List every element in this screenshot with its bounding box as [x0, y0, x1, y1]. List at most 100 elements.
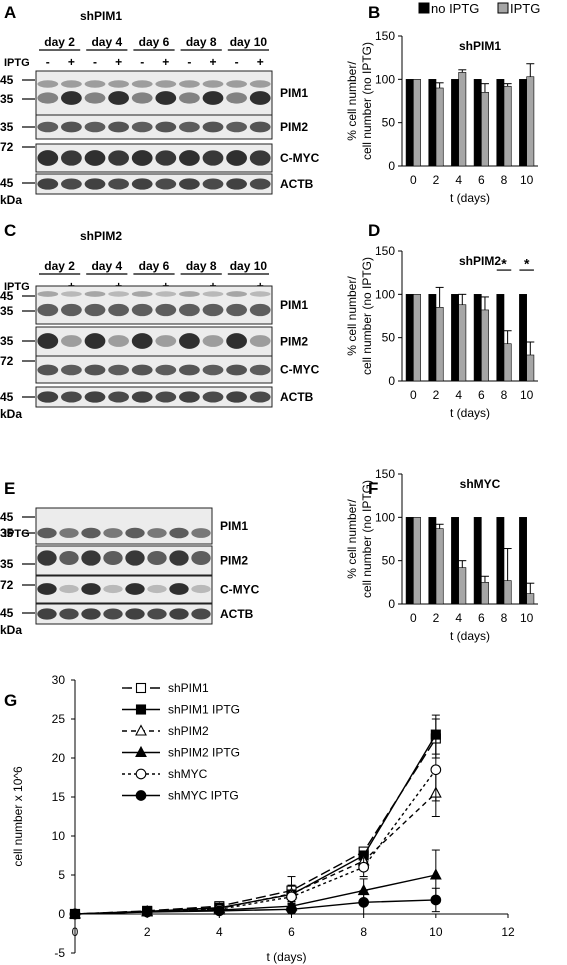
kda-marker: 72 [0, 354, 14, 368]
x-tick-label: 4 [455, 173, 462, 187]
x-tick-label: 10 [429, 925, 443, 939]
band [155, 291, 177, 297]
bar [428, 294, 437, 382]
panel-letter: G [4, 691, 17, 710]
legend-marker [135, 745, 147, 758]
bar [519, 79, 527, 167]
legend-marker [135, 704, 147, 715]
band [131, 291, 153, 297]
panel-letter: B [368, 3, 380, 22]
iptg-sign: + [68, 55, 75, 69]
band [155, 150, 177, 166]
construct-label: shPIM1 [80, 9, 122, 23]
band [169, 583, 189, 595]
bar [519, 517, 527, 605]
band [108, 91, 129, 105]
bar-legend: no IPTG IPTG [418, 1, 540, 16]
band [169, 550, 189, 566]
band [81, 550, 101, 566]
data-point [286, 903, 297, 915]
band [226, 333, 247, 349]
y-axis-label: % cell number/ [345, 276, 359, 356]
blot-row: PIM2 [35, 114, 308, 140]
band [103, 550, 123, 566]
day-label: day 10 [230, 35, 268, 49]
legend-label: shPIM1 IPTG [168, 703, 240, 717]
bar [435, 307, 444, 382]
blot-membrane [35, 603, 213, 625]
x-tick-label: 0 [72, 925, 79, 939]
band [61, 150, 82, 166]
y-axis-label: % cell number/ [345, 61, 359, 141]
y-axis-label: cell number (no IPTG) [360, 257, 374, 375]
band [59, 584, 79, 594]
bar [458, 567, 467, 605]
band [84, 121, 106, 133]
band [81, 527, 101, 539]
band [125, 608, 145, 620]
band [226, 92, 247, 104]
bar [473, 517, 482, 605]
protein-label: ACTB [280, 177, 314, 191]
bar [435, 528, 444, 605]
day-label: day 10 [230, 259, 268, 273]
band [61, 91, 82, 105]
bar [451, 517, 459, 605]
data-point [69, 908, 81, 920]
protein-label: ACTB [220, 607, 254, 621]
legend-label: shMYC [168, 767, 208, 781]
band [37, 583, 57, 595]
band [37, 80, 59, 88]
legend-label-iptg: IPTG [510, 1, 540, 16]
band [81, 608, 101, 620]
data-point [358, 896, 370, 908]
band [169, 608, 189, 620]
band [191, 550, 211, 566]
x-axis-label: t (days) [450, 191, 490, 205]
protein-label: PIM2 [280, 335, 308, 349]
protein-label: PIM2 [220, 554, 248, 568]
x-tick-label: 6 [288, 925, 295, 939]
band [202, 364, 224, 376]
kda-marker: 45 [0, 606, 14, 620]
legend-swatch-iptg [497, 2, 509, 14]
chart-title: shPIM2 [459, 254, 501, 268]
bar [503, 85, 512, 167]
y-tick-label: 100 [375, 72, 395, 86]
y-tick-label: 50 [382, 331, 396, 345]
x-tick-label: 10 [520, 611, 534, 625]
iptg-sign: - [140, 55, 144, 69]
legend-label: shPIM2 [168, 724, 209, 738]
bar [405, 79, 414, 167]
protein-label: C-MYC [280, 151, 320, 165]
band [37, 550, 57, 566]
band [61, 121, 82, 133]
band [131, 80, 153, 88]
band [147, 528, 167, 538]
y-tick-label: 25 [52, 712, 66, 726]
x-tick-label: 2 [433, 173, 440, 187]
panel-letter: D [368, 221, 380, 240]
y-axis-label: cell number x 10^6 [11, 766, 25, 867]
band [249, 91, 271, 105]
band [191, 528, 211, 538]
x-tick-label: 8 [501, 388, 508, 402]
band [61, 303, 82, 317]
y-tick-label: 5 [58, 868, 65, 882]
bar [458, 72, 467, 167]
kda-marker: 72 [0, 140, 14, 154]
kda-label: kDa [0, 193, 22, 207]
band [125, 550, 145, 566]
chart-title: shMYC [460, 477, 501, 491]
band [61, 335, 82, 347]
band [61, 178, 82, 190]
x-tick-label: 0 [410, 388, 417, 402]
band [131, 178, 153, 190]
iptg-sign: + [257, 55, 264, 69]
blot-membrane [35, 507, 213, 545]
iptg-sign: - [187, 55, 191, 69]
legend-marker [135, 768, 147, 780]
protein-label: C-MYC [220, 583, 260, 597]
